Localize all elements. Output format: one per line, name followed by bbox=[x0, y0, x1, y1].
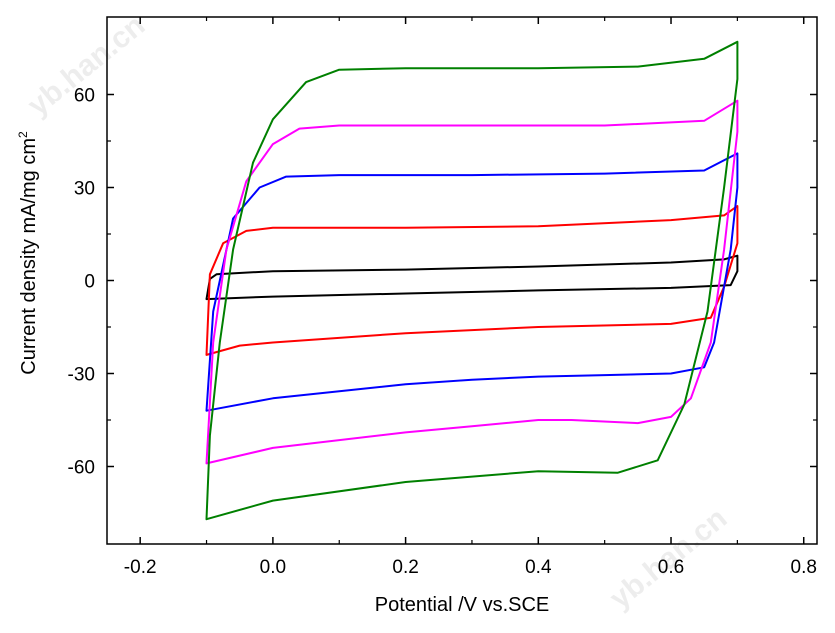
cv-loop-1 bbox=[205, 254, 739, 301]
x-tick-label-2: 0.0 bbox=[260, 557, 286, 578]
y-tick-label-2: -30 bbox=[68, 365, 95, 386]
y-tick-label-1: -60 bbox=[68, 458, 95, 479]
x-tick-label-6: 0.8 bbox=[791, 557, 817, 578]
axis-ticks bbox=[107, 17, 817, 544]
x-axis-title: Potential /V vs.SCE bbox=[375, 594, 550, 616]
y-axis-title-main: Current density mA/mg cm bbox=[18, 138, 40, 375]
cv-loop-3 bbox=[205, 152, 739, 412]
plot-frame bbox=[106, 16, 818, 545]
y-axis-tick-labels: -60 -30 0 30 60 bbox=[68, 86, 95, 479]
cv-loop-2 bbox=[205, 205, 739, 356]
y-tick-label-5: 60 bbox=[74, 86, 95, 107]
y-axis-title: Current density mA/mg cm2 bbox=[16, 131, 40, 375]
cv-loop-4 bbox=[205, 99, 739, 465]
watermark-layer: yb.han.cn yb.han.cn bbox=[22, 9, 734, 616]
data-series-layer bbox=[205, 40, 739, 521]
x-axis-tick-labels: -0.2 0.0 0.2 0.4 0.6 0.8 bbox=[124, 557, 817, 578]
y-tick-label-4: 30 bbox=[74, 179, 95, 200]
x-tick-label-1: -0.2 bbox=[124, 557, 157, 578]
cv-loop-5 bbox=[205, 40, 739, 521]
y-axis-title-superscript: 2 bbox=[16, 131, 30, 138]
x-tick-label-4: 0.4 bbox=[525, 557, 552, 578]
x-tick-label-5: 0.6 bbox=[658, 557, 684, 578]
y-tick-label-3: 0 bbox=[84, 272, 95, 293]
x-tick-label-3: 0.2 bbox=[392, 557, 418, 578]
